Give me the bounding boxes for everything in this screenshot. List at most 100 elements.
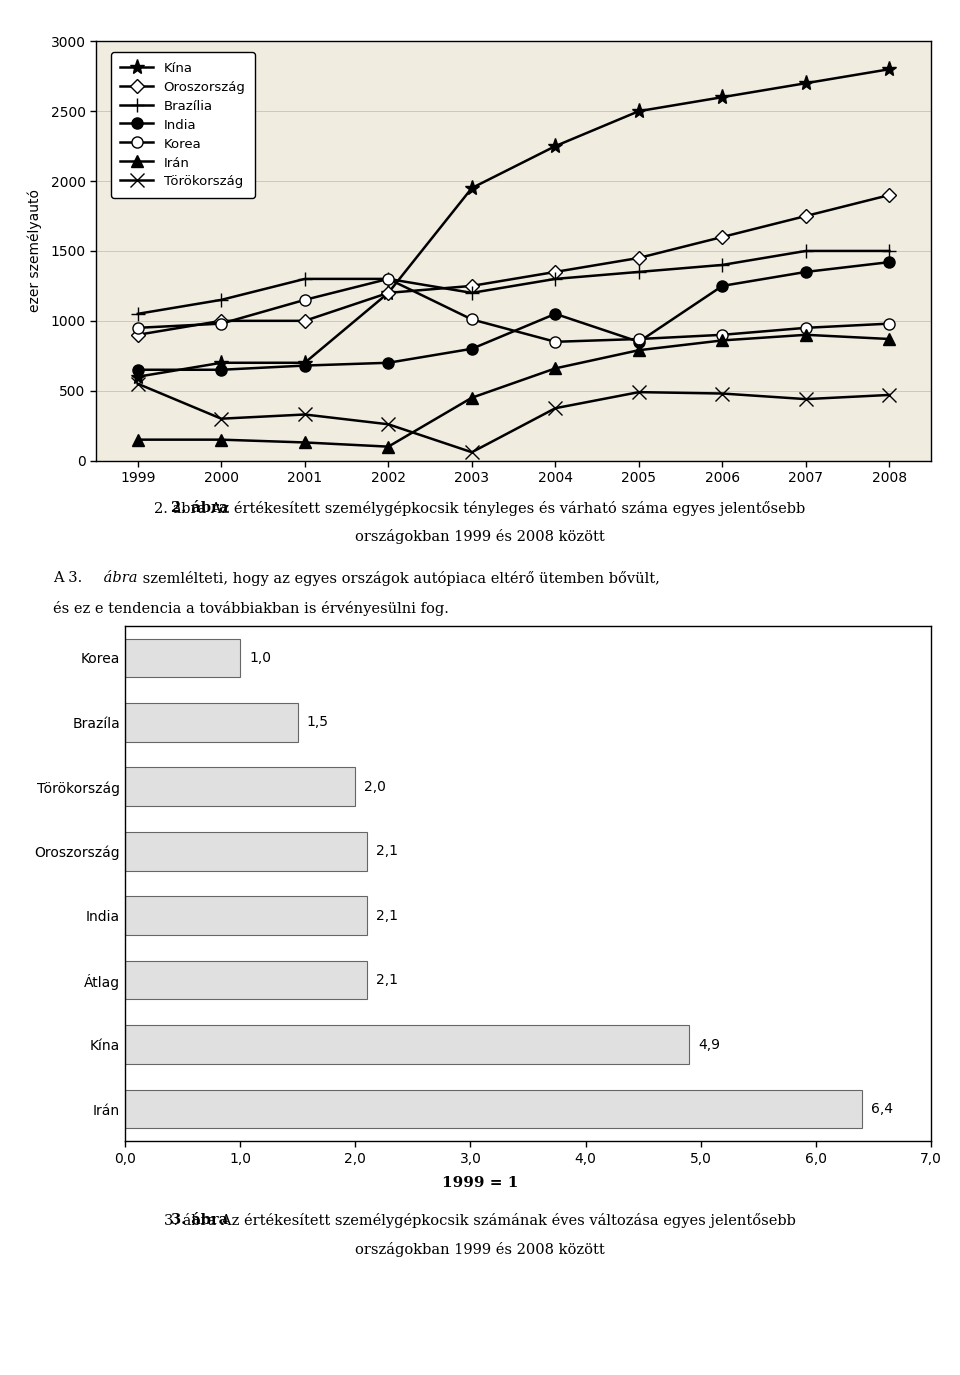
Brazília (549, 271, 561, 287)
Korea (549, 334, 561, 351)
Oroszország (884, 187, 896, 203)
India (132, 362, 143, 378)
Irán (549, 360, 561, 377)
Korea (466, 311, 477, 327)
Brazília (884, 242, 896, 258)
Törökország (215, 410, 227, 426)
Törökország (634, 384, 645, 400)
Line: Brazília: Brazília (131, 243, 897, 320)
Brazília (215, 292, 227, 308)
India (884, 254, 896, 271)
Bar (125, 832, 367, 870)
Text: 3. ábra Az értékesített személygépkocsik számának éves változása egyes jelentőse: 3. ábra Az értékesített személygépkocsik… (164, 1213, 796, 1228)
Kína (800, 76, 811, 92)
Irán (634, 342, 645, 359)
Oroszország (382, 285, 394, 301)
Text: 2,1: 2,1 (376, 909, 398, 923)
Brazília (299, 271, 310, 287)
Text: ábra: ábra (99, 571, 137, 584)
Brazília (466, 285, 477, 301)
Kína (466, 180, 477, 197)
Törökország (716, 385, 728, 402)
India (549, 305, 561, 322)
Text: 2,1: 2,1 (376, 974, 398, 987)
Text: 2. ábra: 2. ábra (171, 500, 228, 514)
India (382, 355, 394, 371)
Text: és ez e tendencia a továbbiakban is érvényesülni fog.: és ez e tendencia a továbbiakban is érvé… (53, 601, 448, 616)
Törökország (466, 444, 477, 461)
Irán (884, 331, 896, 348)
Oroszország (466, 278, 477, 294)
Irán (466, 389, 477, 406)
Irán (800, 327, 811, 344)
Bar (125, 1089, 862, 1129)
India (215, 362, 227, 378)
India (466, 341, 477, 358)
India (716, 278, 728, 294)
Oroszország (299, 312, 310, 329)
Text: 4,9: 4,9 (699, 1038, 721, 1052)
Line: Korea: Korea (132, 274, 895, 348)
Line: Törökország: Törökország (131, 377, 897, 459)
Kína (549, 138, 561, 154)
Legend: Kína, Oroszország, Brazília, India, Korea, Irán, Törökország: Kína, Oroszország, Brazília, India, Kore… (111, 52, 254, 198)
Text: 1,0: 1,0 (250, 650, 272, 666)
Oroszország (215, 312, 227, 329)
Korea (132, 319, 143, 336)
Oroszország (132, 327, 143, 344)
Irán (716, 333, 728, 349)
Oroszország (716, 228, 728, 245)
Bar (125, 767, 355, 806)
Text: országokban 1999 és 2008 között: országokban 1999 és 2008 között (355, 529, 605, 544)
India (800, 264, 811, 280)
Kína (716, 89, 728, 106)
Bar (125, 703, 298, 741)
Bar (125, 961, 367, 1000)
Korea (634, 331, 645, 348)
Brazília (634, 264, 645, 280)
Brazília (800, 242, 811, 258)
Kína (299, 355, 310, 371)
Text: 1,5: 1,5 (307, 715, 329, 729)
Bar (125, 1026, 689, 1064)
Irán (382, 439, 394, 455)
Oroszország (800, 208, 811, 224)
Text: 2. ábra Az értékesített személygépkocsik tényleges és várható száma egyes jelent: 2. ábra Az értékesített személygépkocsik… (155, 500, 805, 516)
Törökország (884, 386, 896, 403)
Text: szemlélteti, hogy az egyes országok autópiaca eltérő ütemben bővült,: szemlélteti, hogy az egyes országok autó… (138, 571, 660, 586)
Törökország (132, 375, 143, 392)
Y-axis label: ezer személyautó: ezer személyautó (28, 190, 42, 312)
Kína (132, 368, 143, 385)
India (634, 334, 645, 351)
Brazília (716, 257, 728, 274)
Text: 1999 = 1: 1999 = 1 (442, 1176, 518, 1189)
Törökország (382, 417, 394, 433)
Kína (215, 355, 227, 371)
Text: 2,1: 2,1 (376, 844, 398, 858)
Törökország (800, 390, 811, 407)
Line: Irán: Irán (132, 329, 896, 452)
Korea (299, 292, 310, 308)
Brazília (382, 271, 394, 287)
Kína (634, 103, 645, 120)
Oroszország (549, 264, 561, 280)
Text: országokban 1999 és 2008 között: országokban 1999 és 2008 között (355, 1242, 605, 1257)
Kína (382, 285, 394, 301)
Irán (215, 432, 227, 448)
Text: 6,4: 6,4 (872, 1101, 894, 1116)
Korea (800, 319, 811, 336)
Kína (884, 60, 896, 77)
India (299, 358, 310, 374)
Brazília (132, 305, 143, 322)
Korea (215, 315, 227, 331)
Korea (716, 327, 728, 344)
Irán (299, 434, 310, 451)
Line: India: India (132, 257, 895, 375)
Bar (125, 638, 240, 678)
Törökország (299, 406, 310, 422)
Korea (382, 271, 394, 287)
Text: 3. ábra: 3. ábra (171, 1213, 228, 1226)
Text: 2,0: 2,0 (365, 780, 386, 793)
Irán (132, 432, 143, 448)
Line: Oroszország: Oroszország (132, 190, 895, 340)
